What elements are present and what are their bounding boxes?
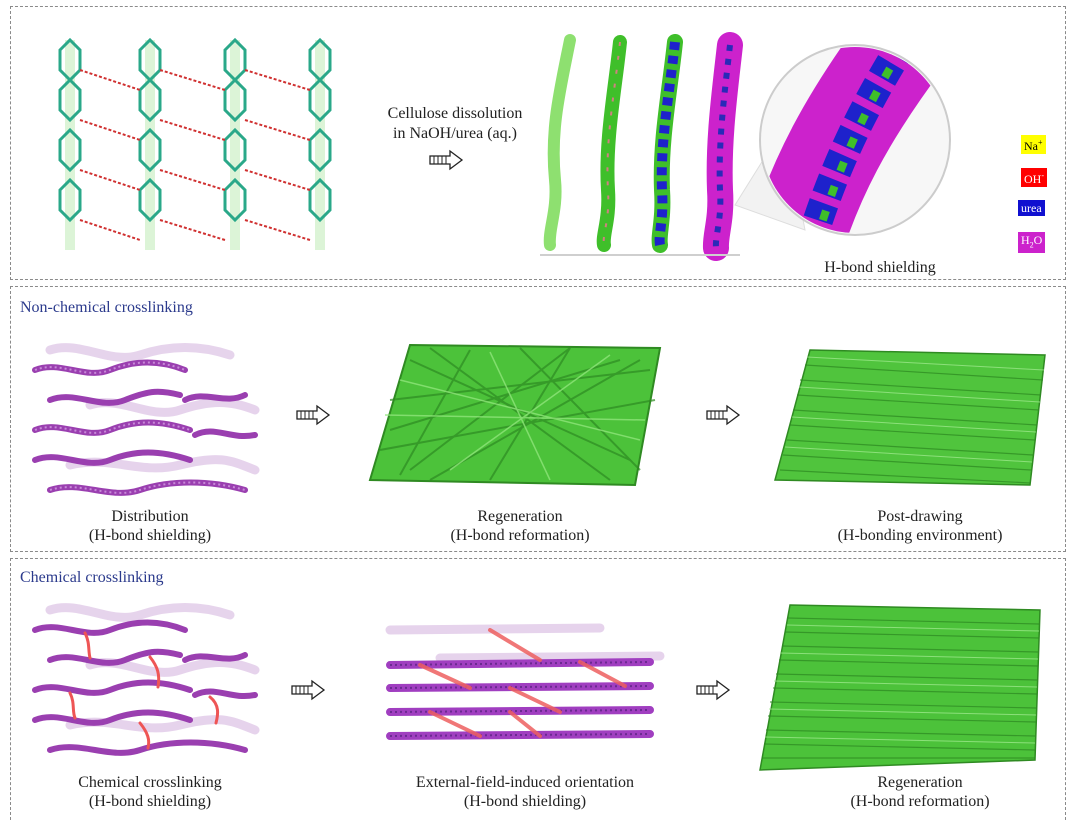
arrow-right-icon <box>291 679 326 701</box>
legend-h2o: H2O <box>1018 232 1046 254</box>
nc-step1-line2: (H-bond shielding) <box>88 527 212 544</box>
regenerated-network <box>368 343 662 487</box>
arrow-right-icon <box>706 404 741 426</box>
c-step3-line1: Regeneration <box>877 774 963 791</box>
top-panel <box>10 6 1066 280</box>
cellulose-crystal-lattice <box>58 37 332 250</box>
chemical-title: Chemical crosslinking <box>20 569 164 586</box>
non-chemical-title: Non-chemical crosslinking <box>20 299 193 316</box>
nc-step3-line1: Post-drawing <box>877 508 963 525</box>
zoom-caption: H-bond shielding <box>824 259 936 276</box>
c-step3-line2: (H-bond reformation) <box>850 793 990 810</box>
arrow-right-icon <box>429 149 464 171</box>
crosslinked-chains <box>32 603 260 756</box>
c-step1-line2: (H-bond shielding) <box>88 793 212 810</box>
dissolved-chains-illustration <box>540 32 743 261</box>
c-step1-line1: Chemical crosslinking <box>78 774 222 791</box>
oriented-chains <box>385 623 665 740</box>
post-drawn-aligned-film <box>774 349 1046 486</box>
c-step2-line1: External-field-induced orientation <box>415 774 635 791</box>
nc-step2-line1: Regeneration <box>477 508 563 525</box>
distribution-chains <box>32 343 260 496</box>
bottom-panel <box>10 558 1066 820</box>
middle-panel <box>10 286 1066 552</box>
nc-step1-line1: Distribution <box>111 508 189 525</box>
dissolution-label-line1: Cellulose dissolution <box>387 105 523 122</box>
legend-urea: urea <box>1018 200 1045 216</box>
dissolution-label-line2: in NaOH/urea (aq.) <box>393 125 517 142</box>
nc-step3-line2: (H-bonding environment) <box>837 527 1003 544</box>
arrow-right-icon <box>296 404 331 426</box>
legend-na: Na+ <box>1021 135 1046 154</box>
nc-step2-line2: (H-bond reformation) <box>450 527 590 544</box>
c-step2-line2: (H-bond shielding) <box>463 793 587 810</box>
regenerated-aligned-film <box>759 604 1041 771</box>
legend-oh: OH- <box>1021 168 1048 187</box>
zoom-circle <box>734 44 951 236</box>
arrow-right-icon <box>696 679 731 701</box>
